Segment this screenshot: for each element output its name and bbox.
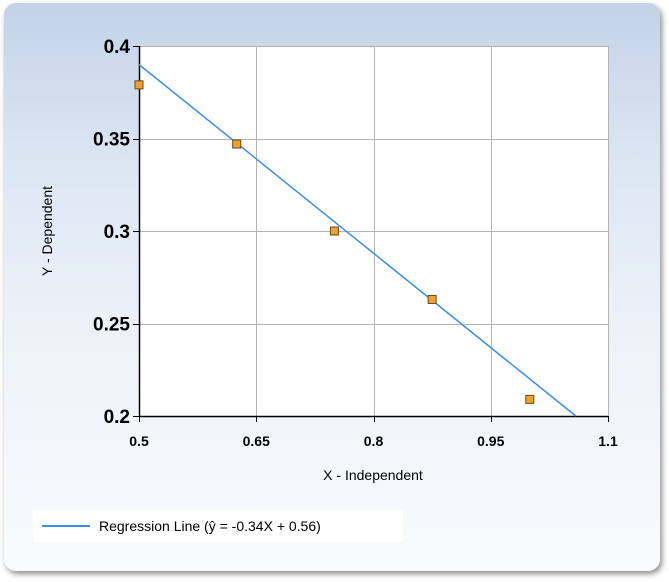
y-tick-label: 0.3 xyxy=(104,222,130,243)
data-point xyxy=(329,226,339,236)
data-point xyxy=(232,139,242,149)
legend-swatch-regression-line xyxy=(42,525,90,527)
y-tick-label: 0.35 xyxy=(93,130,130,151)
grid-lines xyxy=(139,46,609,416)
x-axis-label: X - Independent xyxy=(323,467,423,483)
y-tick-label: 0.2 xyxy=(104,407,130,428)
x-tick-label: 0.95 xyxy=(477,433,504,449)
y-tick-label: 0.4 xyxy=(104,37,131,58)
data-point xyxy=(525,394,535,404)
x-tick-label: 1.1 xyxy=(598,433,618,449)
x-tick-label: 0.65 xyxy=(243,433,270,449)
data-point xyxy=(134,80,144,90)
chart-legend: Regression Line (ŷ = -0.34X + 0.56) xyxy=(33,510,403,542)
y-axis-label: Y - Dependent xyxy=(39,186,55,276)
y-tick-label: 0.25 xyxy=(93,315,130,336)
regression-series xyxy=(138,63,577,417)
tick-labels: 0.5 0.65 0.8 0.95 1.1 0.2 0.25 0.3 0.35 0.4 xyxy=(93,37,618,449)
axes xyxy=(133,46,609,422)
legend-label-regression-line: Regression Line (ŷ = -0.34X + 0.56) xyxy=(99,518,321,534)
data-point xyxy=(427,294,437,304)
x-tick-label: 0.8 xyxy=(364,433,384,449)
data-points-series xyxy=(134,80,535,404)
regression-line xyxy=(138,63,577,417)
x-tick-label: 0.5 xyxy=(129,433,149,449)
